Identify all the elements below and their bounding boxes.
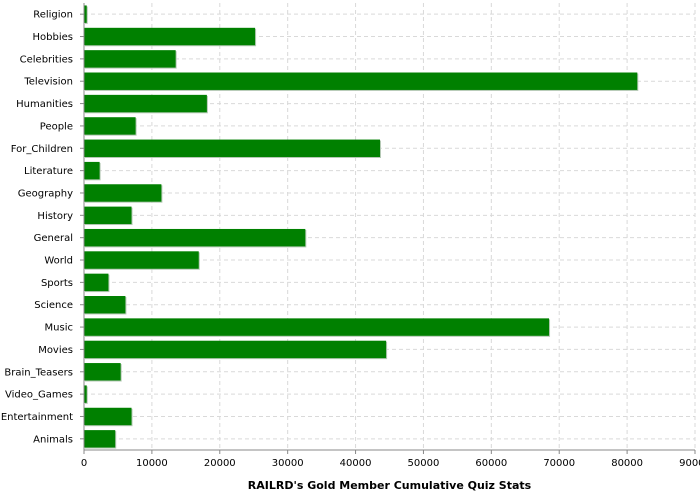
- bars: [84, 5, 639, 449]
- category-label: Literature: [24, 166, 73, 177]
- bar-history: [84, 206, 132, 225]
- bar-science: [84, 296, 126, 314]
- category-label: Religion: [33, 10, 73, 21]
- x-tick-label: 40000: [340, 458, 372, 469]
- x-tick-label: 70000: [543, 458, 575, 469]
- bar-literature: [84, 161, 100, 180]
- bar-sports: [84, 273, 109, 292]
- bar-brain-teasers: [84, 363, 121, 381]
- bar-music: [84, 318, 550, 336]
- category-label: Animals: [33, 434, 73, 445]
- x-tick-label: 80000: [611, 458, 643, 469]
- bar-entertainment: [84, 407, 132, 426]
- bar-geography: [84, 184, 162, 202]
- category-label: Movies: [38, 345, 73, 356]
- bar-world: [84, 251, 199, 269]
- x-tick-label: 60000: [475, 458, 507, 469]
- bar-people: [84, 117, 136, 135]
- category-label: Entertainment: [1, 412, 73, 423]
- category-label: For_Children: [11, 144, 73, 155]
- category-label: Television: [23, 77, 73, 88]
- category-label: Brain_Teasers: [4, 367, 73, 378]
- bar-religion: [84, 5, 87, 23]
- axes: [80, 3, 696, 454]
- category-label: Geography: [18, 188, 73, 199]
- x-tick-label: 10000: [136, 458, 168, 469]
- bar-television: [84, 72, 638, 90]
- category-label: Music: [45, 323, 73, 334]
- category-label: Science: [34, 300, 73, 311]
- x-tick-label: 0: [81, 458, 87, 469]
- bar-humanities: [84, 94, 207, 113]
- category-label: Celebrities: [20, 54, 73, 65]
- x-tick-label: 20000: [204, 458, 236, 469]
- bar-animals: [84, 430, 116, 448]
- bar-for-children: [84, 139, 380, 157]
- x-tick-labels: 0 10000 20000 30000 40000 50000 60000 70000 8000…: [81, 458, 700, 469]
- category-label: World: [44, 256, 73, 267]
- bar-general: [84, 228, 306, 247]
- bar-movies: [84, 340, 387, 359]
- category-label: General: [34, 233, 73, 244]
- x-tick-label: 50000: [408, 458, 440, 469]
- x-tick-label: 30000: [272, 458, 304, 469]
- x-axis-title: RAILRD's Gold Member Cumulative Quiz Sta…: [248, 479, 532, 492]
- category-label: History: [37, 211, 73, 222]
- gridlines: [84, 3, 696, 450]
- bar-video-games: [84, 385, 87, 403]
- x-tick-label: 90000: [679, 458, 700, 469]
- bar-celebrities: [84, 50, 176, 68]
- category-label: Sports: [41, 278, 73, 289]
- category-labels: Religion Hobbies Celebrities Television Huma…: [1, 10, 73, 446]
- bar-hobbies: [84, 27, 256, 46]
- category-label: Video_Games: [5, 390, 73, 401]
- category-label: People: [40, 121, 73, 132]
- category-label: Hobbies: [33, 32, 73, 43]
- category-label: Humanities: [16, 99, 73, 110]
